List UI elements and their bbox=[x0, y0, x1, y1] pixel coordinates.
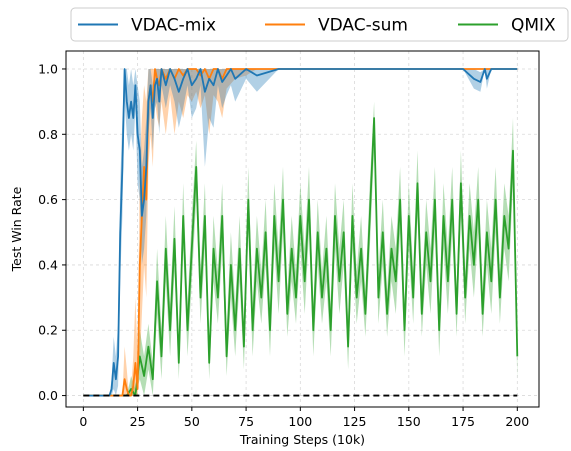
x-tick-label: 200 bbox=[505, 414, 529, 429]
y-tick-label: 0.4 bbox=[38, 257, 58, 272]
x-tick-label: 75 bbox=[238, 414, 254, 429]
vdac-mix-line bbox=[83, 68, 518, 397]
x-tick-label: 175 bbox=[451, 414, 475, 429]
x-axis-label: Training Steps (10k) bbox=[239, 432, 365, 447]
plot-frame bbox=[65, 50, 540, 408]
x-axis: 0 25 50 75 100 125 150 175 200 bbox=[79, 407, 529, 429]
y-tick-label: 0.8 bbox=[38, 127, 58, 142]
legend-box bbox=[70, 7, 569, 42]
x-tick-label: 0 bbox=[79, 414, 87, 429]
y-tick-label: 1.0 bbox=[38, 61, 58, 76]
x-tick-label: 25 bbox=[130, 414, 146, 429]
x-tick-label: 150 bbox=[397, 414, 421, 429]
qmix-line bbox=[83, 117, 519, 397]
x-tick-label: 125 bbox=[343, 414, 367, 429]
x-tick-label: 50 bbox=[184, 414, 200, 429]
y-axis: 0.0 0.2 0.4 0.6 0.8 1.0 bbox=[38, 61, 66, 403]
y-tick-label: 0.6 bbox=[38, 192, 58, 207]
series-lines bbox=[83, 68, 519, 397]
y-tick-label: 0.2 bbox=[38, 323, 58, 338]
y-tick-label: 0.0 bbox=[38, 388, 58, 403]
legend-label-vdac-sum: VDAC-sum bbox=[318, 16, 408, 36]
x-tick-label: 100 bbox=[288, 414, 312, 429]
legend: VDAC-mix VDAC-sum QMIX bbox=[70, 7, 569, 42]
qmix-band bbox=[83, 101, 518, 396]
y-axis-label: Test Win Rate bbox=[9, 186, 24, 272]
legend-label-qmix: QMIX bbox=[511, 16, 556, 36]
vdac-sum-line bbox=[83, 68, 518, 397]
legend-label-vdac-mix: VDAC-mix bbox=[131, 16, 216, 36]
